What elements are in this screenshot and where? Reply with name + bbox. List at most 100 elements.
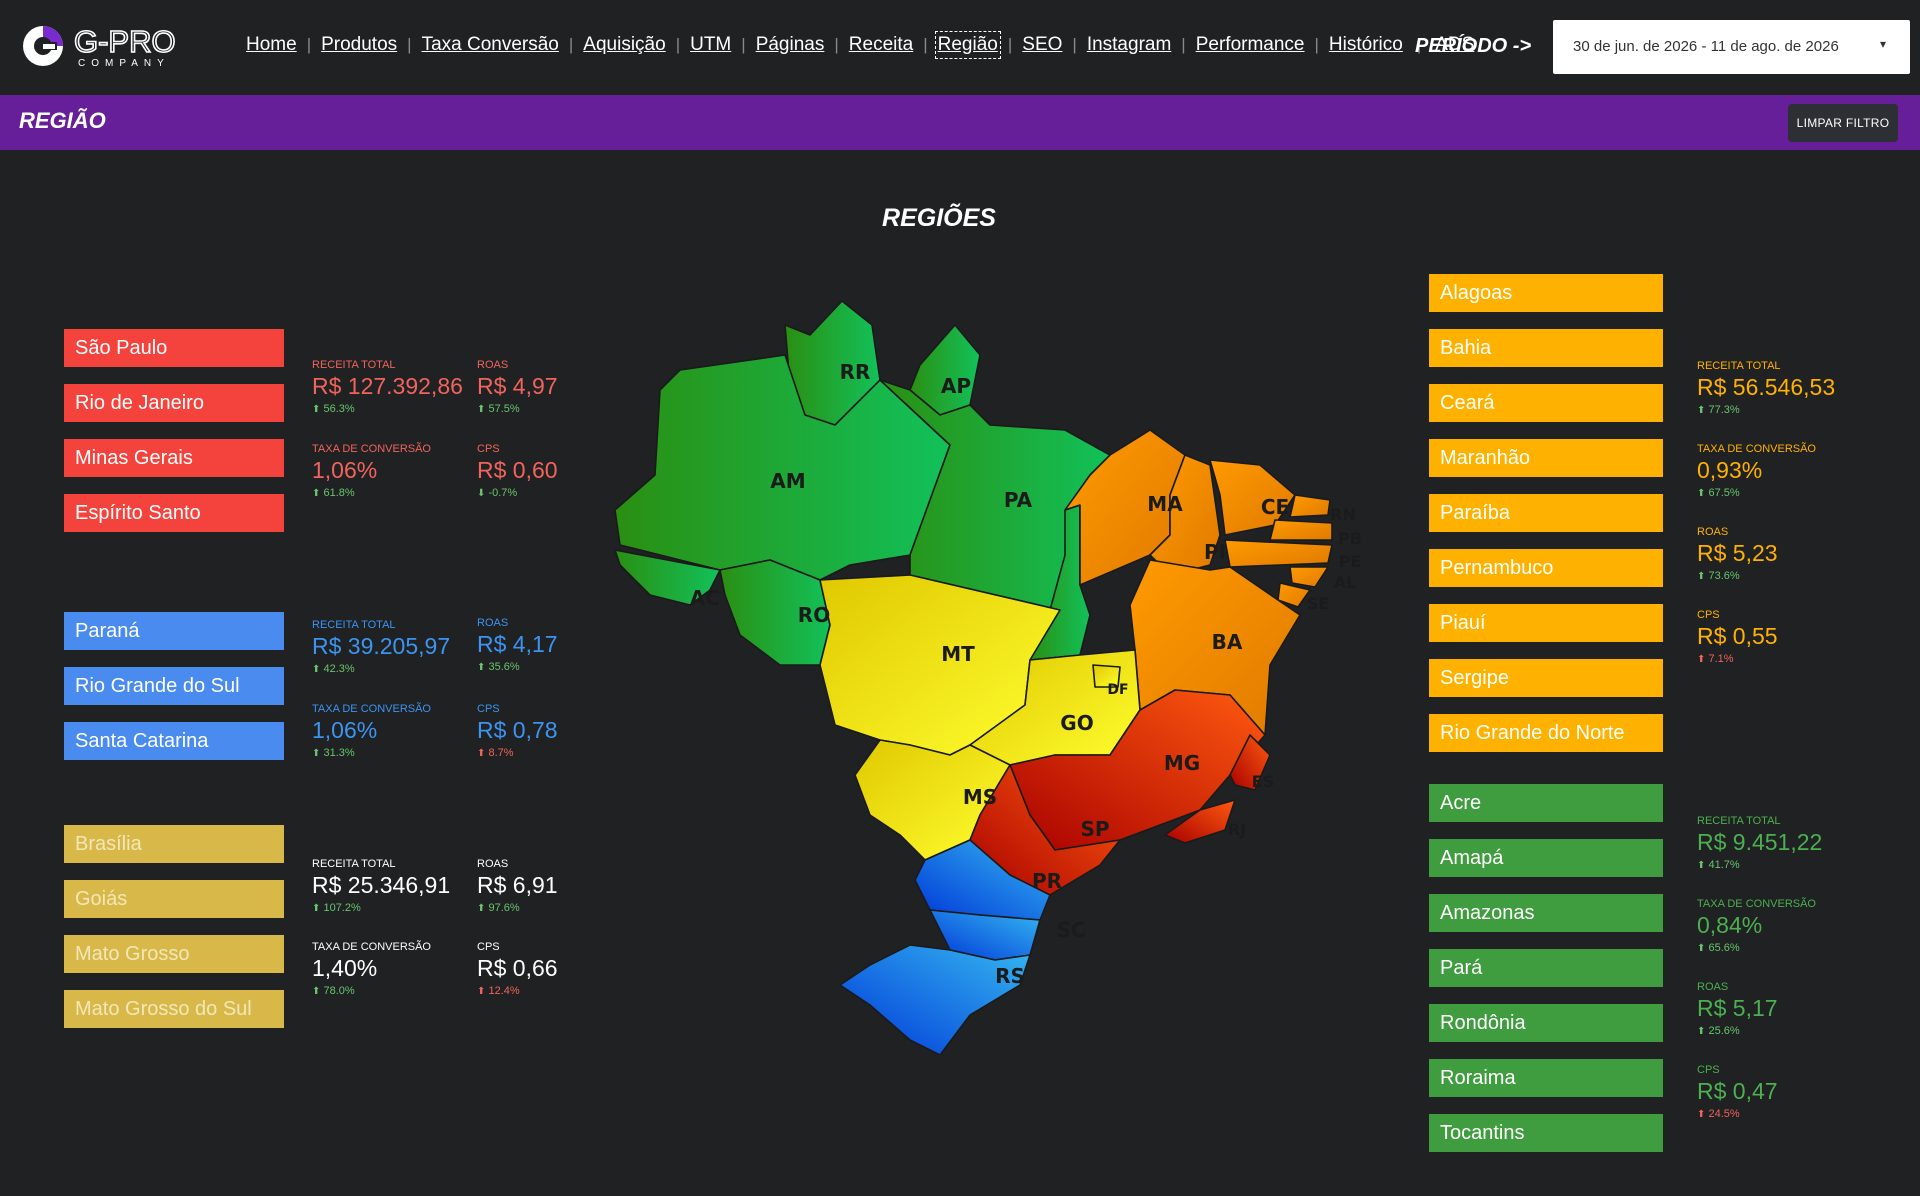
metric-receita-total-southeast: RECEITA TOTAL R$ 127.392,86 ⬆ 56.3% — [312, 359, 463, 415]
metric-cps-center-west: CPS R$ 0,66 ⬆ 12.4% — [477, 941, 558, 997]
metric-label: ROAS — [1697, 526, 1729, 538]
state-chip-maranhao[interactable]: Maranhão — [1429, 439, 1663, 477]
map-label-ba: BA — [1212, 630, 1243, 654]
state-chip-santa-catarina[interactable]: Santa Catarina — [64, 722, 284, 760]
metric-taxa-conversao-southeast: TAXA DE CONVERSÃO 1,06% ⬆ 61.8% — [312, 443, 431, 499]
map-label-es: ES — [1252, 772, 1274, 791]
nav-utm[interactable]: UTM — [690, 34, 732, 55]
map-label-sc: SC — [1056, 918, 1085, 942]
state-chip-rio-grande-do-sul[interactable]: Rio Grande do Sul — [64, 667, 284, 705]
state-chip-ceara[interactable]: Ceará — [1429, 384, 1663, 422]
state-shape-es — [1229, 734, 1271, 791]
clear-filter-button[interactable]: LIMPAR FILTRO — [1788, 104, 1898, 142]
map-label-sp: SP — [1080, 817, 1109, 841]
nav-paginas[interactable]: Páginas — [755, 34, 825, 55]
nav-taxa-conversao[interactable]: Taxa Conversão — [421, 34, 559, 55]
state-chip-espirito-santo[interactable]: Espírito Santo — [64, 494, 284, 532]
metric-roas-north: ROAS R$ 5,17 ⬆ 25.6% — [1697, 981, 1778, 1037]
metric-change: 57.5% — [488, 403, 520, 415]
state-chip-para[interactable]: Pará — [1429, 949, 1663, 987]
map-label-mt: MT — [941, 642, 975, 666]
arrow-down-icon: ⬇ — [477, 488, 486, 499]
metric-change: 42.3% — [323, 663, 355, 675]
metric-roas-center-west: ROAS R$ 6,91 ⬆ 97.6% — [477, 858, 558, 914]
nav-aquisicao[interactable]: Aquisição — [583, 34, 666, 55]
map-label-rj: RJ — [1228, 820, 1246, 839]
state-chip-acre[interactable]: Acre — [1429, 784, 1663, 822]
state-shape-rn — [1289, 494, 1331, 518]
metric-receita-total-center-west: RECEITA TOTAL R$ 25.346,91 ⬆ 107.2% — [312, 858, 450, 914]
metric-label: CPS — [477, 941, 500, 953]
metric-change: -0.7% — [488, 487, 518, 499]
metric-taxa-conversao-south: TAXA DE CONVERSÃO 1,06% ⬆ 31.3% — [312, 703, 431, 759]
metric-value: R$ 6,91 — [477, 872, 558, 898]
metric-label: RECEITA TOTAL — [312, 619, 396, 631]
nav-regiao[interactable]: Região — [934, 31, 1001, 59]
map-label-df: DF — [1107, 682, 1128, 698]
state-chip-roraima[interactable]: Roraima — [1429, 1059, 1663, 1097]
map-label-al: AL — [1334, 573, 1357, 592]
company-logo[interactable]: G-PRO COMPANY — [22, 23, 234, 70]
logo-subtext: COMPANY — [78, 58, 170, 69]
map-label-mg: MG — [1164, 751, 1200, 775]
nav-receita[interactable]: Receita — [848, 34, 914, 55]
state-chip-minas-gerais[interactable]: Minas Gerais — [64, 439, 284, 477]
section-title: REGIÃO — [19, 108, 106, 133]
state-shape-df — [1092, 664, 1121, 688]
map-label-ap: AP — [941, 374, 971, 398]
state-chip-amapa[interactable]: Amapá — [1429, 839, 1663, 877]
date-range-picker[interactable]: 30 de jun. de 2026 - 11 de ago. de 2026 … — [1553, 20, 1910, 74]
map-label-am: AM — [770, 469, 805, 493]
state-chip-rondonia[interactable]: Rondônia — [1429, 1004, 1663, 1042]
state-chip-amazonas[interactable]: Amazonas — [1429, 894, 1663, 932]
metric-label: CPS — [477, 703, 500, 715]
metric-value: R$ 0,55 — [1697, 623, 1778, 649]
metric-change: 67.5% — [1708, 487, 1740, 499]
map-label-ms: MS — [963, 785, 997, 809]
metric-change: 97.6% — [488, 902, 520, 914]
metric-receita-total-northeast: RECEITA TOTAL R$ 56.546,53 ⬆ 77.3% — [1697, 360, 1835, 416]
metric-label: TAXA DE CONVERSÃO — [1697, 443, 1816, 455]
metric-value: R$ 4,17 — [477, 631, 558, 657]
state-chip-mato-grosso[interactable]: Mato Grosso — [64, 935, 284, 973]
state-chip-piaui[interactable]: Piauí — [1429, 604, 1663, 642]
arrow-up-icon: ⬆ — [1697, 488, 1706, 499]
nav-performance[interactable]: Performance — [1195, 34, 1305, 55]
state-chip-bahia[interactable]: Bahia — [1429, 329, 1663, 367]
arrow-up-icon: ⬆ — [1697, 860, 1706, 871]
metric-change: 25.6% — [1708, 1025, 1740, 1037]
state-chip-parana[interactable]: Paraná — [64, 612, 284, 650]
metric-change: 78.0% — [323, 985, 355, 997]
state-chip-rio-grande-do-norte[interactable]: Rio Grande do Norte — [1429, 714, 1663, 752]
metric-label: CPS — [477, 443, 500, 455]
metric-value: R$ 5,17 — [1697, 995, 1778, 1021]
nav-instagram[interactable]: Instagram — [1086, 34, 1172, 55]
metric-cps-northeast: CPS R$ 0,55 ⬆ 7.1% — [1697, 609, 1778, 665]
map-label-ac: AC — [690, 586, 720, 610]
state-chip-paraiba[interactable]: Paraíba — [1429, 494, 1663, 532]
state-chip-pernambuco[interactable]: Pernambuco — [1429, 549, 1663, 587]
date-range-value: 30 de jun. de 2026 - 11 de ago. de 2026 — [1573, 38, 1839, 55]
state-chip-brasilia[interactable]: Brasília — [64, 825, 284, 863]
nav-produtos[interactable]: Produtos — [321, 34, 398, 55]
nav-ads[interactable]: ADS — [1435, 34, 1475, 55]
state-chip-alagoas[interactable]: Alagoas — [1429, 274, 1663, 312]
metric-label: TAXA DE CONVERSÃO — [312, 703, 431, 715]
metric-label: TAXA DE CONVERSÃO — [312, 941, 431, 953]
state-chip-tocantins[interactable]: Tocantins — [1429, 1114, 1663, 1152]
nav-historico[interactable]: Histórico — [1328, 34, 1403, 55]
nav-seo[interactable]: SEO — [1022, 34, 1063, 55]
state-chip-rio-de-janeiro[interactable]: Rio de Janeiro — [64, 384, 284, 422]
metric-change: 31.3% — [323, 747, 355, 759]
state-chip-sao-paulo[interactable]: São Paulo — [64, 329, 284, 367]
metric-value: 1,40% — [312, 955, 378, 981]
metric-value: 1,06% — [312, 457, 378, 483]
state-chip-mato-grosso-do-sul[interactable]: Mato Grosso do Sul — [64, 990, 284, 1028]
nav-home[interactable]: Home — [246, 34, 297, 55]
state-chip-sergipe[interactable]: Sergipe — [1429, 659, 1663, 697]
state-chip-goias[interactable]: Goiás — [64, 880, 284, 918]
map-label-rs: RS — [995, 964, 1025, 988]
main-nav: Home | Produtos | Taxa Conversão | Aquisiçã… — [246, 31, 1475, 59]
metric-taxa-conversao-center-west: TAXA DE CONVERSÃO 1,40% ⬆ 78.0% — [312, 941, 431, 997]
metric-taxa-conversao-north: TAXA DE CONVERSÃO 0,84% ⬆ 65.6% — [1697, 898, 1816, 954]
